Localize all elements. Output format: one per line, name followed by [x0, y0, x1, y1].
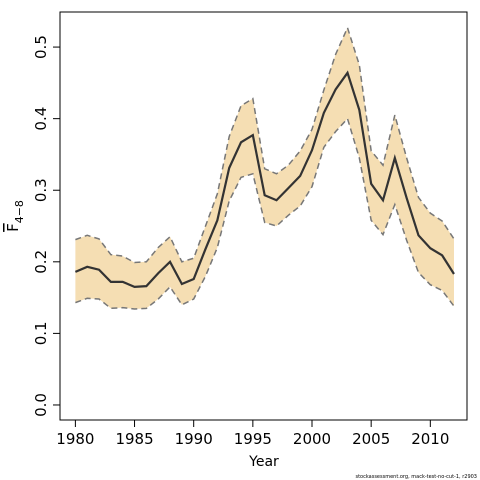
x-tick-label: 1990 [175, 430, 213, 448]
confidence-band [75, 27, 454, 310]
y-tick-label: 0.2 [32, 250, 50, 274]
x-axis-label: Year [248, 454, 279, 470]
y-label-sub: 4−8 [13, 200, 26, 223]
y-axis-label: F4−8 [4, 200, 26, 232]
x-tick-label: 1980 [56, 430, 94, 448]
y-tick-label: 0.3 [32, 178, 50, 202]
y-tick-label: 0.1 [32, 321, 50, 345]
x-tick-label: 2005 [352, 430, 390, 448]
x-tick-label: 1995 [234, 430, 272, 448]
y-label-f: F [4, 223, 22, 232]
x-tick-label: 2000 [293, 430, 331, 448]
footnote: stockassessment.org, mack-test-no-cut-1,… [355, 474, 477, 480]
y-tick-label: 0.0 [32, 393, 50, 417]
y-tick-label: 0.5 [32, 35, 50, 59]
lower-bound [75, 117, 455, 310]
x-tick-label: 1985 [115, 430, 153, 448]
y-tick-label: 0.4 [32, 107, 50, 131]
x-tick-label: 2010 [411, 430, 449, 448]
estimate-line [74, 70, 455, 288]
y-label-main: F4−8 [4, 200, 26, 232]
upper-bound [75, 25, 455, 264]
